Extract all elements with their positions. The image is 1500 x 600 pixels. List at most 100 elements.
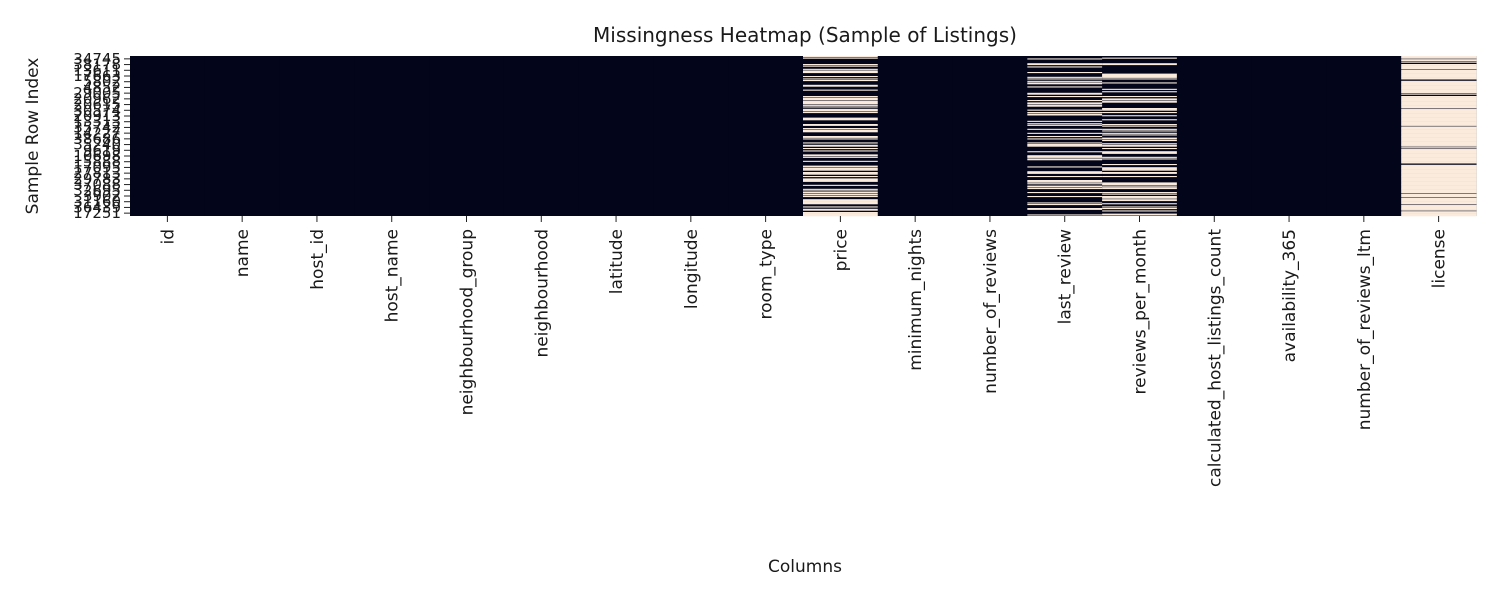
- missing-cell: [803, 76, 879, 78]
- x-tick-label-minimum-nights: minimum_nights: [906, 229, 926, 371]
- missing-cell: [1401, 185, 1477, 187]
- missing-cell: [1401, 140, 1477, 142]
- y-tick-label: 4852: [83, 78, 121, 96]
- missing-cell: [1401, 172, 1477, 174]
- missing-cell: [1027, 156, 1103, 158]
- missing-cell: [1401, 201, 1477, 203]
- missing-cell: [1102, 168, 1178, 170]
- missing-cell: [1401, 139, 1477, 141]
- missing-cell: [1401, 136, 1477, 138]
- missing-cell: [803, 80, 879, 82]
- missing-cell: [1401, 87, 1477, 89]
- missing-cell: [1102, 184, 1178, 186]
- missing-cell: [1027, 128, 1103, 130]
- missing-cell: [1401, 151, 1477, 153]
- missing-cell: [1401, 108, 1477, 110]
- missing-cell: [803, 112, 879, 114]
- missing-cell: [1027, 204, 1103, 206]
- missing-cell: [1027, 172, 1103, 174]
- missing-cell: [1401, 134, 1477, 136]
- missing-cell: [1102, 108, 1178, 110]
- missing-cell: [1102, 199, 1178, 201]
- missing-cell: [1401, 69, 1477, 71]
- missing-cell: [1401, 195, 1477, 197]
- y-tick-label: 29005: [73, 84, 121, 102]
- y-tick-label: 3902: [83, 187, 121, 205]
- y-tick-label: 38178: [73, 56, 121, 74]
- missing-cell: [1401, 72, 1477, 74]
- missing-cell: [1401, 92, 1477, 94]
- missing-cell: [1401, 160, 1477, 162]
- missing-cell: [1401, 130, 1477, 132]
- missing-cell: [1401, 73, 1477, 75]
- missing-cell: [1401, 182, 1477, 184]
- missing-cell: [803, 131, 879, 133]
- missing-cell: [1401, 131, 1477, 133]
- missing-cell: [803, 97, 879, 99]
- missing-cell: [1401, 211, 1477, 213]
- column-host-id: [279, 56, 355, 216]
- missing-cell: [803, 178, 879, 180]
- y-tick-label: 20615: [73, 96, 121, 114]
- missing-cell: [1027, 188, 1103, 190]
- missing-cell: [803, 165, 879, 167]
- missing-cell: [1401, 187, 1477, 189]
- missing-cell: [1401, 183, 1477, 185]
- missing-cell: [1401, 86, 1477, 88]
- column-minimum-nights: [877, 56, 954, 216]
- missing-cell: [803, 176, 879, 178]
- y-tick-label: 35742: [73, 118, 121, 136]
- missing-cell: [1401, 178, 1477, 180]
- missing-cell: [1102, 169, 1178, 171]
- missing-cell: [803, 101, 879, 103]
- missing-cell: [1401, 152, 1477, 154]
- missing-cell: [1102, 88, 1178, 90]
- missing-cell: [1027, 136, 1103, 138]
- missing-cell: [1102, 76, 1178, 78]
- missing-cell: [1102, 172, 1178, 174]
- y-axis-label: Sample Row Index: [23, 58, 43, 215]
- missing-cell: [1102, 196, 1178, 198]
- missing-cell: [1027, 208, 1103, 210]
- missing-cell: [1027, 104, 1103, 106]
- missing-cell: [1401, 88, 1477, 90]
- missing-cell: [803, 117, 879, 119]
- missing-cell: [1027, 181, 1103, 183]
- missing-cell: [1401, 209, 1477, 211]
- missing-cell: [1027, 151, 1103, 153]
- missing-cell: [1102, 100, 1178, 102]
- missing-cell: [1401, 80, 1477, 82]
- y-tick-label: 32695: [73, 181, 121, 199]
- missing-cell: [1401, 147, 1477, 149]
- y-tick-label: 9619: [83, 141, 121, 159]
- missing-cell: [1102, 101, 1178, 103]
- missing-cell: [1401, 118, 1477, 120]
- missing-cell: [1102, 130, 1178, 132]
- y-tick-label: 17251: [73, 204, 121, 222]
- missing-cell: [1401, 121, 1477, 123]
- missing-cell: [1401, 106, 1477, 108]
- missing-cell: [803, 71, 879, 73]
- missing-cell: [1401, 153, 1477, 155]
- x-axis-ticks: id name host_id host_name neighbourhood_grou…: [158, 216, 1450, 487]
- missing-cell: [1401, 76, 1477, 78]
- missing-cell: [1027, 172, 1103, 174]
- missing-cell: [1401, 176, 1477, 178]
- missing-cell: [1401, 57, 1477, 59]
- missing-cell: [803, 128, 879, 130]
- missing-cell: [1401, 65, 1477, 67]
- missing-cell: [803, 65, 879, 67]
- missing-cell: [1401, 181, 1477, 183]
- missing-cell: [1401, 191, 1477, 193]
- missing-cell: [1401, 76, 1477, 78]
- x-tick-label-name: name: [233, 229, 253, 277]
- missing-cell: [1102, 192, 1178, 194]
- missing-cell: [1027, 105, 1103, 107]
- missing-cell: [1401, 104, 1477, 106]
- missing-cell: [1027, 92, 1103, 94]
- missing-cell: [803, 96, 879, 98]
- missing-cell: [1401, 186, 1477, 188]
- y-tick-label: 27813: [73, 164, 121, 182]
- y-tick-label: 17663: [73, 67, 121, 85]
